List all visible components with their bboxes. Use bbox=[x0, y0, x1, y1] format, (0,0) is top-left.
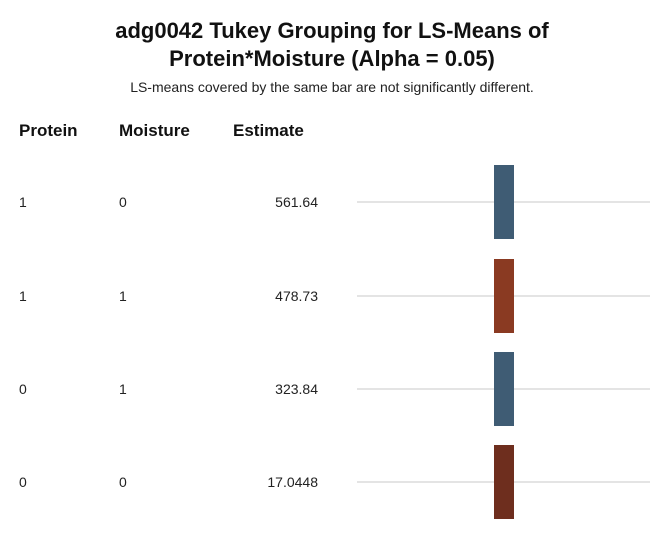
cell-protein-row-2: 1 bbox=[19, 288, 27, 304]
cell-protein-row-3: 0 bbox=[19, 381, 27, 397]
chart-subtitle: LS-means covered by the same bar are not… bbox=[130, 79, 534, 95]
header-estimate: Estimate bbox=[233, 121, 304, 140]
chart-title-line1: adg0042 Tukey Grouping for LS-Means of bbox=[115, 18, 549, 43]
cell-protein-row-1: 1 bbox=[19, 194, 27, 210]
grouping-bar-1 bbox=[494, 165, 514, 239]
header-protein: Protein bbox=[19, 121, 78, 140]
cell-moisture-row-4: 0 bbox=[119, 474, 127, 490]
cell-estimate-row-3: 323.84 bbox=[275, 381, 318, 397]
chart-title-line2: Protein*Moisture (Alpha = 0.05) bbox=[169, 46, 495, 71]
cell-estimate-row-4: 17.0448 bbox=[267, 474, 318, 490]
grouping-bar-2 bbox=[494, 259, 514, 333]
cell-moisture-row-2: 1 bbox=[119, 288, 127, 304]
cell-estimate-row-2: 478.73 bbox=[275, 288, 318, 304]
cell-moisture-row-3: 1 bbox=[119, 381, 127, 397]
grouping-bar-4 bbox=[494, 445, 514, 519]
cell-estimate-row-1: 561.64 bbox=[275, 194, 318, 210]
cell-moisture-row-1: 0 bbox=[119, 194, 127, 210]
cell-protein-row-4: 0 bbox=[19, 474, 27, 490]
header-moisture: Moisture bbox=[119, 121, 190, 140]
grouping-bar-3 bbox=[494, 352, 514, 426]
